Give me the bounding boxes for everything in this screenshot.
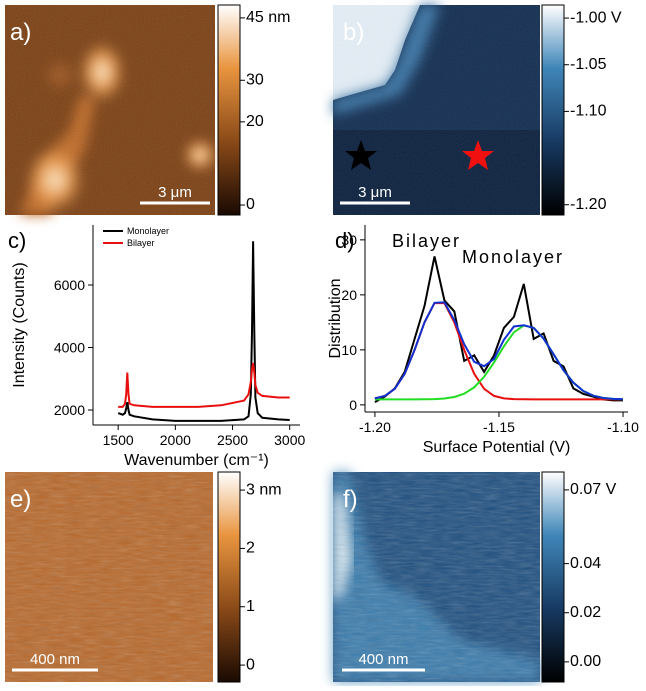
- y-tick-label: 2000: [54, 402, 85, 418]
- y-tick-label: 4000: [54, 340, 85, 356]
- legend-label: Monolayer: [127, 226, 169, 236]
- colorbar-tick-label: -1.00 V: [570, 9, 622, 26]
- afm-image-a: [5, 5, 216, 215]
- x-tick-label: 2000: [160, 432, 191, 448]
- colorbar-tick-label: 2: [246, 540, 255, 557]
- colorbar-tick-label: 0: [246, 196, 255, 213]
- panel-label: e): [10, 486, 31, 513]
- colorbar-tick-label: 1: [246, 598, 255, 615]
- y-tick-label: 0: [349, 397, 357, 413]
- y-tick-label: 10: [341, 342, 357, 358]
- y-tick-label: 20: [341, 287, 357, 303]
- series-line: [374, 301, 624, 401]
- series-line: [118, 362, 290, 408]
- series-line: [374, 256, 623, 403]
- x-axis-label: Wavenumber (cm⁻¹): [124, 452, 269, 469]
- x-tick-label: 1500: [103, 432, 134, 448]
- x-tick-label: -1.15: [483, 419, 515, 435]
- colorbar-tick-label: 0.00: [570, 653, 601, 670]
- colorbar-tick-label: 0: [246, 656, 255, 673]
- y-axis-label: Intensity (Counts): [11, 262, 28, 387]
- colorbar-tick-label: 20: [246, 113, 264, 130]
- x-tick-label: 3000: [274, 432, 305, 448]
- annotation: Monolayer: [462, 247, 564, 267]
- y-tick-label: 6000: [54, 277, 85, 293]
- series-line: [374, 324, 624, 401]
- scale-bar-label: 400 nm: [358, 651, 408, 668]
- scale-bar-label: 3 μm: [158, 184, 192, 201]
- colorbar: [541, 471, 565, 683]
- colorbar-tick-label: 3 nm: [246, 481, 282, 498]
- series-line: [117, 241, 290, 422]
- panel-label: f): [343, 486, 358, 513]
- kpfm-image-b: [333, 5, 540, 215]
- scale-bar-label: 400 nm: [30, 651, 80, 668]
- colorbar: [217, 4, 241, 216]
- panel-label: c): [8, 228, 26, 253]
- afm-image-e: [5, 472, 213, 682]
- colorbar-tick-label: -1.20: [570, 196, 607, 213]
- x-tick-label: -1.20: [359, 419, 391, 435]
- kpfm-image-f: [333, 472, 540, 682]
- colorbar-tick-label: -1.10: [570, 103, 607, 120]
- colorbar-tick-label: -1.05: [570, 56, 607, 73]
- legend-label: Bilayer: [127, 238, 155, 248]
- colorbar-tick-label: 0.04: [570, 555, 601, 572]
- x-tick-label: -1.10: [607, 419, 639, 435]
- annotation: Bilayer: [392, 231, 461, 251]
- colorbar-tick-label: 0.02: [570, 604, 601, 621]
- y-axis-label: Distribution: [327, 278, 344, 358]
- scale-bar-label: 3 μm: [358, 184, 392, 201]
- colorbar: [541, 4, 565, 216]
- panel-label: a): [10, 19, 31, 46]
- colorbar-tick-label: 30: [246, 71, 264, 88]
- x-tick-label: 2500: [217, 432, 248, 448]
- panel-label: b): [343, 19, 364, 46]
- panel-label: d): [335, 228, 355, 253]
- colorbar-tick-label: 0.07 V: [570, 481, 617, 498]
- colorbar: [217, 471, 241, 683]
- y-tick-label: 30: [341, 232, 357, 248]
- x-axis-label: Surface Potential (V): [423, 439, 571, 456]
- colorbar-tick-label: 45 nm: [246, 9, 290, 26]
